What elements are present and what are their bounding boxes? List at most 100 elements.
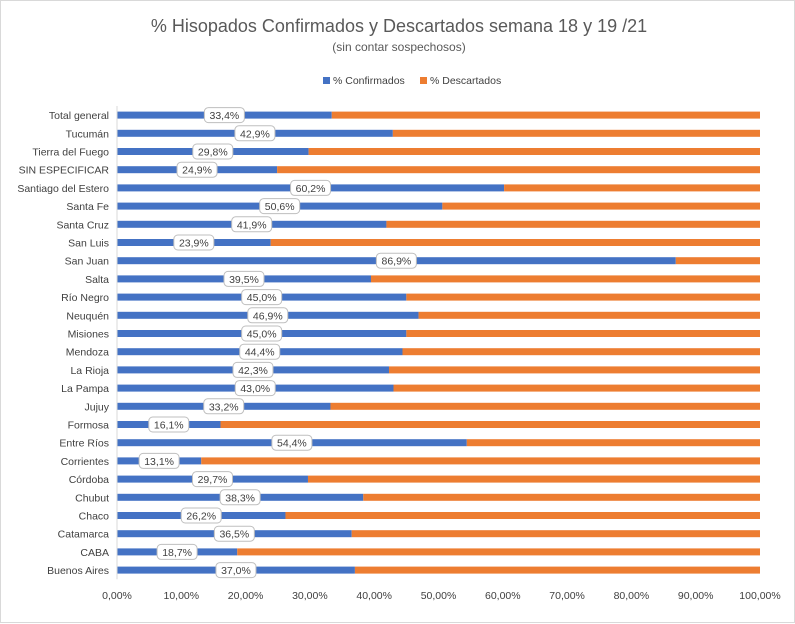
x-tick-label: 60,00%	[485, 590, 521, 602]
legend-swatch	[420, 77, 427, 84]
x-tick-label: 100,00%	[739, 590, 780, 602]
chart-subtitle: (sin contar sospechosos)	[332, 40, 465, 54]
chart-title: % Hisopados Confirmados y Descartados se…	[151, 16, 647, 36]
category-label: La Rioja	[70, 365, 109, 377]
bar-descartados	[393, 384, 760, 392]
data-label: 46,9%	[253, 310, 283, 322]
data-labels: 33,4%42,9% 29,8% 24,9% 60,2%50,6% 41,9% 23,9%…	[138, 107, 417, 579]
data-label-box	[213, 525, 255, 542]
bar-descartados	[285, 512, 760, 519]
x-tick-label: 70,00%	[549, 590, 585, 602]
bar-descartados	[270, 239, 760, 246]
data-label: 60,2%	[296, 183, 326, 195]
data-label: 36,5%	[219, 529, 249, 541]
data-label-box	[192, 143, 234, 160]
category-label: Salta	[85, 274, 109, 286]
data-label: 16,1%	[154, 420, 184, 432]
data-label: 13,1%	[144, 456, 174, 468]
x-tick-label: 20,00%	[228, 590, 264, 602]
category-axis: Total general Tucumán Tierra del Fuego SIN …	[17, 106, 118, 580]
bar-descartados	[237, 548, 761, 556]
category-label: Formosa	[68, 420, 110, 432]
data-label-box	[232, 361, 274, 378]
data-label: 38,3%	[225, 492, 255, 504]
category-label: Jujuy	[84, 401, 109, 413]
bar-descartados	[354, 566, 760, 574]
bar-descartados	[370, 275, 760, 283]
data-label: 26,2%	[186, 511, 216, 523]
data-label-box	[223, 270, 265, 287]
category-label: Corrientes	[61, 456, 109, 468]
category-label: Río Negro	[61, 292, 109, 304]
data-label-box	[234, 380, 276, 397]
bar-descartados	[330, 402, 760, 410]
data-label-box	[231, 216, 273, 233]
data-label-box	[375, 252, 417, 269]
data-label: 33,4%	[209, 110, 239, 122]
category-label: CABA	[80, 547, 109, 559]
category-label: Santa Cruz	[56, 219, 109, 231]
category-label: San Juan	[65, 256, 110, 268]
data-label-box	[239, 343, 281, 360]
data-label: 54,4%	[277, 438, 307, 450]
category-label: Córdoba	[69, 474, 109, 486]
category-label: Chubut	[75, 492, 109, 504]
data-label: 29,8%	[198, 147, 228, 159]
data-label: 44,4%	[245, 347, 275, 359]
bars-group	[117, 111, 761, 574]
legend: % Confirmados % Descartados	[323, 75, 501, 87]
x-tick-label: 30,00%	[292, 590, 328, 602]
x-tick-label: 80,00%	[614, 590, 650, 602]
bar-descartados	[388, 366, 760, 374]
bar-descartados	[201, 457, 760, 465]
category-label: Neuquén	[66, 310, 109, 322]
category-label: Santiago del Estero	[17, 183, 109, 195]
x-tick-label: 0,00%	[102, 590, 132, 602]
bar-descartados	[331, 111, 760, 119]
bar-descartados	[504, 184, 760, 192]
legend-label: % Descartados	[430, 75, 501, 87]
data-label-box	[180, 507, 222, 524]
legend-swatch	[323, 77, 330, 84]
data-label: 39,5%	[229, 274, 259, 286]
data-label: 29,7%	[198, 474, 228, 486]
category-label: La Pampa	[61, 383, 109, 395]
bar-descartados	[392, 129, 760, 137]
data-label-box	[156, 543, 198, 560]
data-label: 42,9%	[240, 128, 270, 140]
bar-descartados	[406, 293, 760, 301]
data-label-box	[259, 198, 301, 215]
category-label: Buenos Aires	[47, 565, 109, 577]
data-label: 23,9%	[179, 238, 209, 250]
category-label: Total general	[49, 110, 109, 122]
bar-descartados	[307, 475, 760, 483]
data-label: 37,0%	[221, 565, 251, 577]
bar-descartados	[220, 421, 760, 428]
bar-descartados	[406, 330, 760, 337]
data-label-box	[203, 107, 245, 124]
bar-descartados	[418, 311, 760, 319]
bar-descartados	[386, 220, 760, 228]
category-label: Tucumán	[66, 128, 110, 140]
data-label-box	[173, 234, 215, 251]
x-tick-label: 40,00%	[356, 590, 392, 602]
data-label-box	[203, 398, 245, 415]
data-label: 45,0%	[247, 292, 277, 304]
category-label: SIN ESPECIFICAR	[19, 165, 110, 177]
data-label-box	[191, 471, 233, 488]
bar-descartados	[675, 257, 760, 265]
data-label: 43,0%	[240, 383, 270, 395]
category-label: Mendoza	[66, 347, 109, 359]
bar-descartados	[402, 348, 760, 356]
x-tick-label: 90,00%	[678, 590, 714, 602]
data-label: 24,9%	[182, 165, 212, 177]
data-label-box	[215, 562, 257, 579]
data-label-box	[176, 161, 218, 178]
bar-descartados	[466, 439, 760, 447]
data-label: 18,7%	[162, 547, 192, 559]
bar-descartados	[308, 148, 760, 155]
category-label: Santa Fe	[66, 201, 109, 213]
data-label: 42,3%	[238, 365, 268, 377]
data-label: 50,6%	[265, 201, 295, 213]
